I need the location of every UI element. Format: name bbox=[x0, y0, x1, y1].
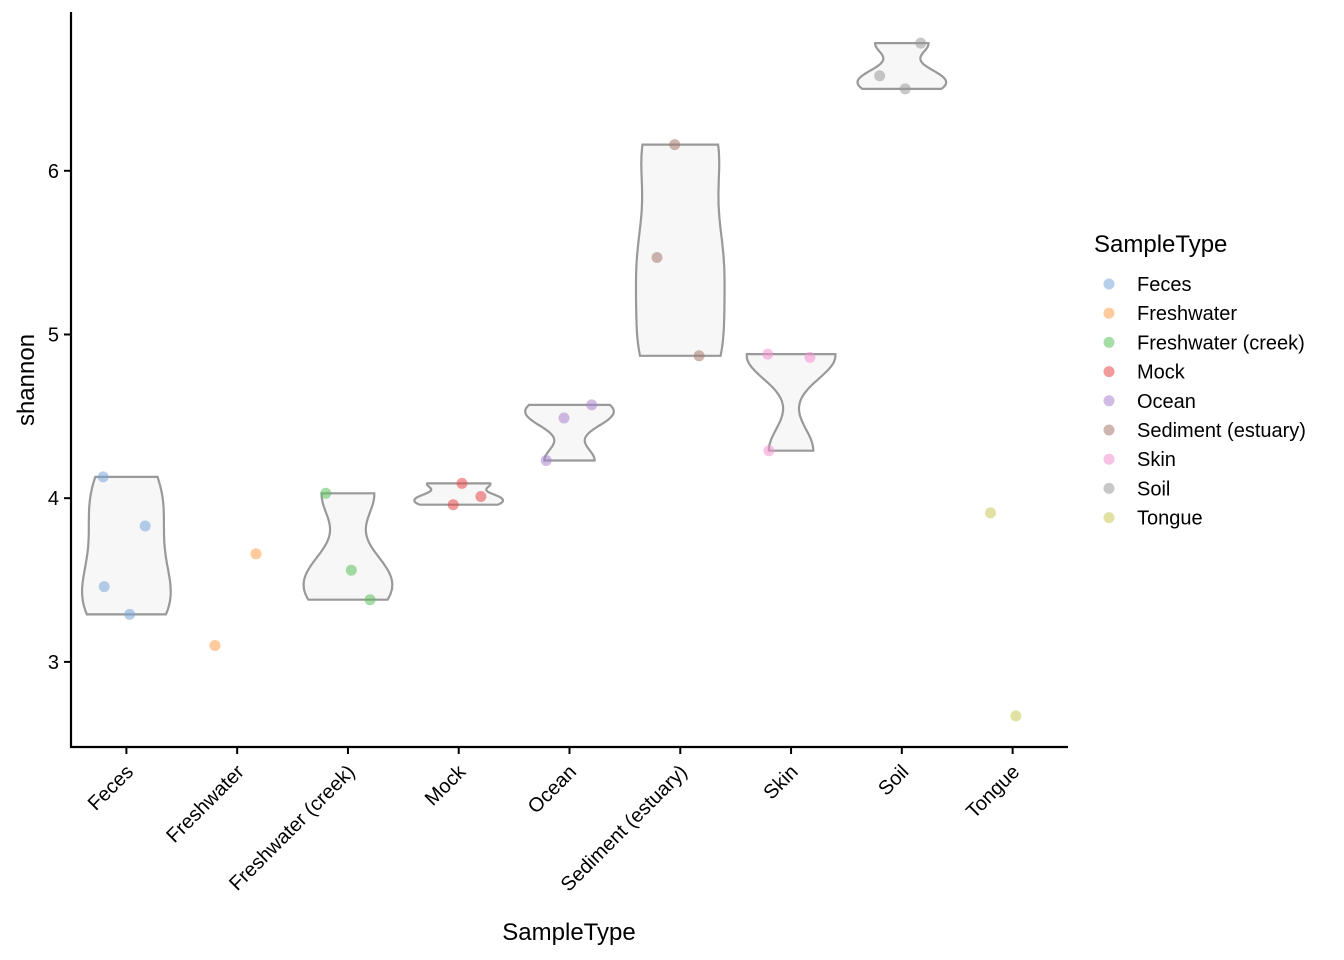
x-tick-label-soil: Soil bbox=[874, 761, 913, 800]
x-tick-label-mock: Mock bbox=[421, 760, 471, 810]
violin-skin bbox=[745, 353, 837, 452]
point-freshwater-creek bbox=[345, 564, 357, 576]
point-sediment-estuary bbox=[693, 350, 705, 362]
point-skin bbox=[763, 445, 775, 457]
legend-label-sediment-estuary: Sediment (estuary) bbox=[1137, 420, 1306, 442]
y-axis-ticks: 3 4 5 6 bbox=[48, 161, 71, 674]
point-ocean bbox=[586, 399, 598, 411]
violin-freshwater-creek bbox=[302, 492, 394, 601]
point-freshwater-creek bbox=[320, 487, 332, 499]
point-feces bbox=[98, 581, 110, 593]
point-mock bbox=[456, 477, 468, 489]
legend: SampleType Feces Freshwater Freshwater (cr… bbox=[1094, 231, 1306, 530]
legend-label-freshwater-creek: Freshwater (creek) bbox=[1137, 332, 1305, 354]
y-tick-label: 4 bbox=[48, 488, 59, 510]
point-freshwater bbox=[250, 548, 262, 560]
point-freshwater bbox=[209, 640, 221, 651]
legend-label-mock: Mock bbox=[1137, 362, 1186, 384]
legend-key-freshwater bbox=[1103, 307, 1115, 319]
point-feces bbox=[97, 471, 109, 483]
x-tick-label-freshwater-creek: Freshwater (creek) bbox=[225, 761, 359, 895]
violin-layer bbox=[81, 42, 948, 616]
legend-label-soil: Soil bbox=[1137, 478, 1170, 500]
point-tongue bbox=[985, 507, 996, 519]
legend-label-feces: Feces bbox=[1137, 274, 1191, 296]
legend-key-mock bbox=[1103, 366, 1115, 378]
x-tick-label-tongue: Tongue bbox=[962, 761, 1024, 823]
legend-title: SampleType bbox=[1094, 231, 1227, 258]
x-tick-label-ocean: Ocean bbox=[524, 761, 581, 818]
legend-label-ocean: Ocean bbox=[1137, 391, 1196, 413]
legend-key-skin bbox=[1103, 453, 1115, 465]
legend-key-freshwater-creek bbox=[1103, 336, 1115, 348]
legend-key-tongue bbox=[1103, 512, 1115, 524]
y-axis-title: shannon bbox=[13, 334, 40, 426]
violin-sediment-estuary bbox=[634, 143, 726, 357]
violin-soil bbox=[856, 42, 948, 90]
legend-key-feces bbox=[1103, 278, 1115, 290]
violin-feces bbox=[81, 475, 172, 616]
legend-key-sediment-estuary bbox=[1103, 424, 1115, 436]
violin-ocean bbox=[524, 403, 615, 462]
point-mock bbox=[475, 491, 487, 502]
point-skin bbox=[762, 348, 774, 360]
point-sediment-estuary bbox=[669, 139, 681, 151]
legend-key-soil bbox=[1103, 482, 1115, 494]
x-tick-label-feces: Feces bbox=[84, 761, 138, 815]
point-feces bbox=[139, 520, 151, 532]
x-tick-label-freshwater: Freshwater bbox=[162, 761, 249, 848]
legend-label-tongue: Tongue bbox=[1137, 508, 1203, 530]
point-feces bbox=[124, 608, 136, 620]
point-soil bbox=[899, 83, 911, 95]
legend-key-ocean bbox=[1103, 395, 1115, 407]
x-axis-title: SampleType bbox=[502, 919, 635, 946]
x-tick-label-skin: Skin bbox=[760, 761, 803, 804]
point-mock bbox=[447, 499, 459, 511]
y-tick-label: 5 bbox=[48, 324, 59, 346]
axes-lines bbox=[69, 12, 1068, 749]
legend-label-skin: Skin bbox=[1137, 449, 1176, 471]
point-ocean bbox=[540, 455, 552, 466]
point-freshwater-creek bbox=[364, 594, 376, 606]
y-tick-label: 6 bbox=[48, 161, 59, 183]
legend-label-freshwater: Freshwater bbox=[1137, 303, 1237, 325]
point-soil bbox=[874, 70, 886, 82]
points-layer bbox=[97, 37, 1022, 722]
point-tongue bbox=[1010, 710, 1022, 722]
y-tick-label: 3 bbox=[48, 652, 59, 674]
point-soil bbox=[915, 37, 927, 49]
x-tick-label-sediment-estuary: Sediment (estuary) bbox=[557, 761, 692, 896]
point-ocean bbox=[558, 412, 570, 424]
point-skin bbox=[804, 351, 816, 363]
point-sediment-estuary bbox=[651, 252, 663, 263]
